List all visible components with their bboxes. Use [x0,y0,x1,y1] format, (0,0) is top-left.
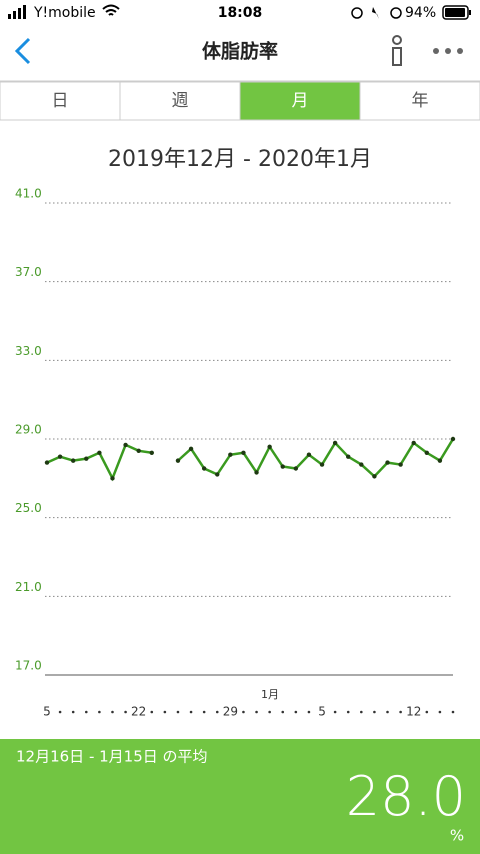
data-point [385,460,390,465]
x-tick-label: 29 [223,705,238,719]
data-point [97,450,102,455]
y-tick-label: 37.0 [15,265,42,279]
data-point [84,456,89,461]
x-tick-dot [307,710,311,714]
month-annotation: 1月 [261,688,279,701]
x-tick-dot [451,710,455,714]
data-point [215,472,220,477]
period-label: 12月16日 - 1月15日 の平均 [16,748,208,766]
data-point [424,450,430,455]
y-tick-label: 33.0 [15,344,42,358]
info-button[interactable] [392,35,402,66]
x-tick-dot [189,710,193,714]
x-tick-dot [255,710,258,714]
tab-label[interactable]: 週 [172,91,189,111]
data-point [70,458,76,463]
x-tick-dot [71,710,75,714]
x-tick-dot [333,710,337,714]
x-tick-dot [346,710,350,714]
x-tick-dot [373,710,376,714]
more-button[interactable] [433,48,463,54]
x-tick-label: 12 [406,705,421,719]
tab-label[interactable]: 年 [412,91,429,111]
data-point [44,460,50,465]
x-tick-dot [268,710,271,714]
x-tick-dot [438,710,442,714]
tab-label[interactable]: 月 [292,91,309,111]
x-tick-dot [98,710,101,714]
x-tick-dot [215,710,219,714]
data-point [398,462,403,467]
data-point [228,452,233,457]
y-tick-label: 17.0 [15,659,42,673]
x-tick-dot [202,710,206,714]
x-tick-dot [425,710,429,714]
data-point [346,454,351,459]
unit: % [450,827,464,845]
data-point [359,462,364,467]
y-tick-label: 21.0 [15,580,42,594]
data-point [319,462,325,467]
data-point [332,440,338,446]
x-tick-dot [124,710,127,714]
data-point [267,444,272,450]
tab-label[interactable]: 日 [52,91,69,111]
data-point [306,452,312,457]
x-tick-label: 5 [43,705,51,719]
x-tick-dot [176,710,180,714]
data-line [177,438,455,479]
x-tick-dot [84,710,88,714]
x-tick-dot [58,710,62,714]
x-tick-dot [360,710,363,714]
tab[interactable] [239,81,361,121]
data-point [201,466,207,471]
tab-bar: 日週月年 [0,81,480,121]
data-point [372,474,377,479]
y-tick-label: 25.0 [15,501,42,515]
x-tick-dot [111,710,114,714]
y-tick-label: 29.0 [15,423,42,437]
data-point [175,458,181,463]
x-tick-dot [163,710,167,714]
average-value: 28.0 [346,765,466,828]
chart-title: 2019年12月 - 2020年1月 [108,147,372,172]
data-point [254,470,259,475]
data-point [123,442,128,448]
carrier: Y!mobile [33,5,96,21]
chart: 17.0 21.0 25.0 29.0 33.0 37.0 41.0 5 22 29 5 12 [15,187,456,719]
x-tick-dot [281,710,285,714]
data-point [149,450,154,455]
data-point [188,446,194,452]
data-point [110,476,115,481]
data-point [136,448,141,453]
footer [0,739,480,854]
back-button[interactable] [14,37,31,65]
data-point [57,454,63,459]
data-line [46,443,152,482]
x-tick-dot [399,710,402,714]
data-point [437,458,443,463]
tab[interactable] [359,81,480,121]
x-tick-dot [150,710,154,714]
y-tick-label: 41.0 [15,187,42,201]
data-point [411,440,416,446]
data-point [450,436,456,442]
x-tick-dot [242,710,245,714]
data-point [293,466,299,471]
tab[interactable] [119,81,241,121]
clock: 18:08 [218,5,263,21]
x-tick-label: 22 [131,705,146,719]
x-tick-dot [294,710,298,714]
x-tick-label: 5 [318,705,326,719]
data-point [280,464,285,469]
data-point [241,450,246,455]
x-tick-dot [386,710,389,714]
battery-percent: 94% [405,5,436,21]
page-title: 体脂肪率 [202,40,278,63]
status-bar: Y!mobile 18:08 94% [8,4,471,21]
